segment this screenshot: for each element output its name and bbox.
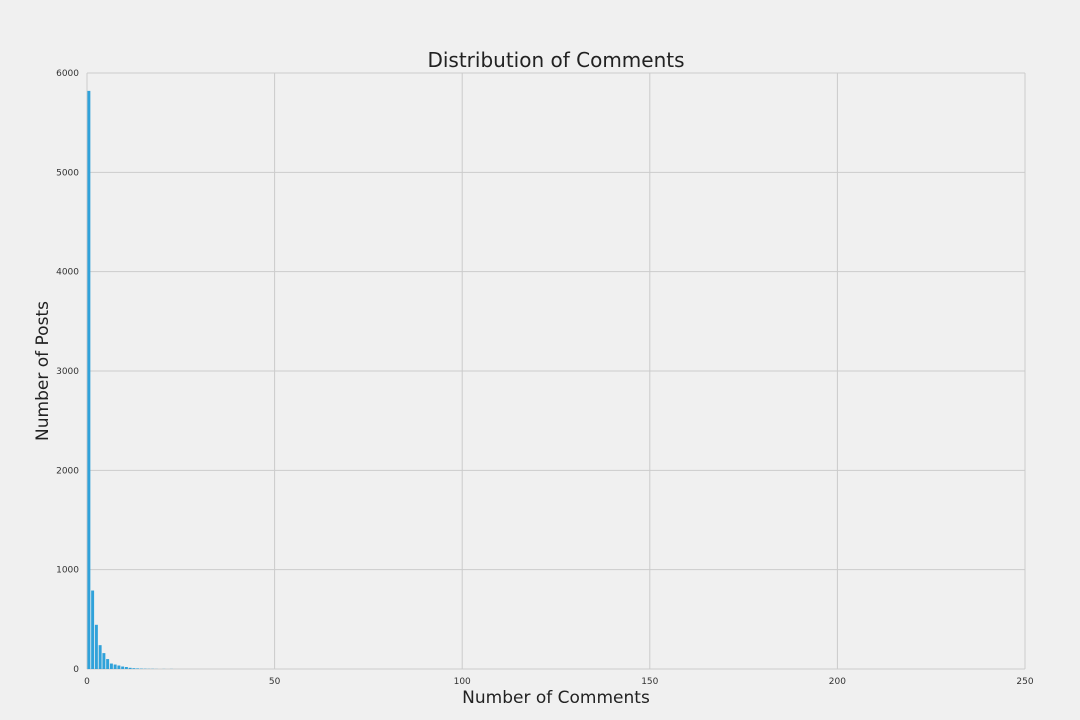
bar-6	[109, 663, 113, 669]
bars	[87, 90, 173, 669]
x-tick-label-5: 250	[1016, 677, 1033, 687]
bar-12	[132, 668, 136, 669]
y-tick-label-6: 6000	[56, 69, 79, 79]
x-axis-label: Number of Comments	[462, 688, 650, 708]
x-tick-label-4: 200	[829, 677, 846, 687]
bar-0	[87, 90, 91, 669]
y-tick-labels: 0 1000 2000 3000 4000 5000 6000	[56, 69, 79, 675]
y-axis-label: Number of Posts	[33, 301, 53, 441]
bar-7	[113, 664, 117, 669]
x-tick-labels: 0 50 100 150 200 250	[84, 677, 1034, 687]
bar-11	[128, 667, 132, 669]
x-tick-label-0: 0	[84, 677, 90, 687]
bar-2	[94, 624, 98, 669]
y-tick-label-3: 3000	[56, 367, 79, 377]
bar-3	[98, 645, 102, 669]
bar-10	[124, 667, 128, 669]
bar-5	[106, 659, 110, 669]
grid-lines	[86, 72, 1026, 670]
bar-8	[117, 665, 121, 669]
bar-4	[102, 653, 106, 669]
x-tick-label-3: 150	[641, 677, 658, 687]
chart-title: Distribution of Comments	[427, 48, 684, 72]
y-tick-label-5: 5000	[56, 168, 79, 178]
y-tick-label-1: 1000	[56, 566, 79, 576]
bar-9	[121, 666, 125, 669]
y-tick-label-0: 0	[73, 665, 79, 675]
y-tick-label-2: 2000	[56, 466, 79, 476]
bar-1	[91, 590, 95, 669]
x-tick-label-2: 100	[454, 677, 471, 687]
bar-13	[136, 668, 140, 669]
y-tick-label-4: 4000	[56, 268, 79, 278]
x-tick-label-1: 50	[269, 677, 281, 687]
